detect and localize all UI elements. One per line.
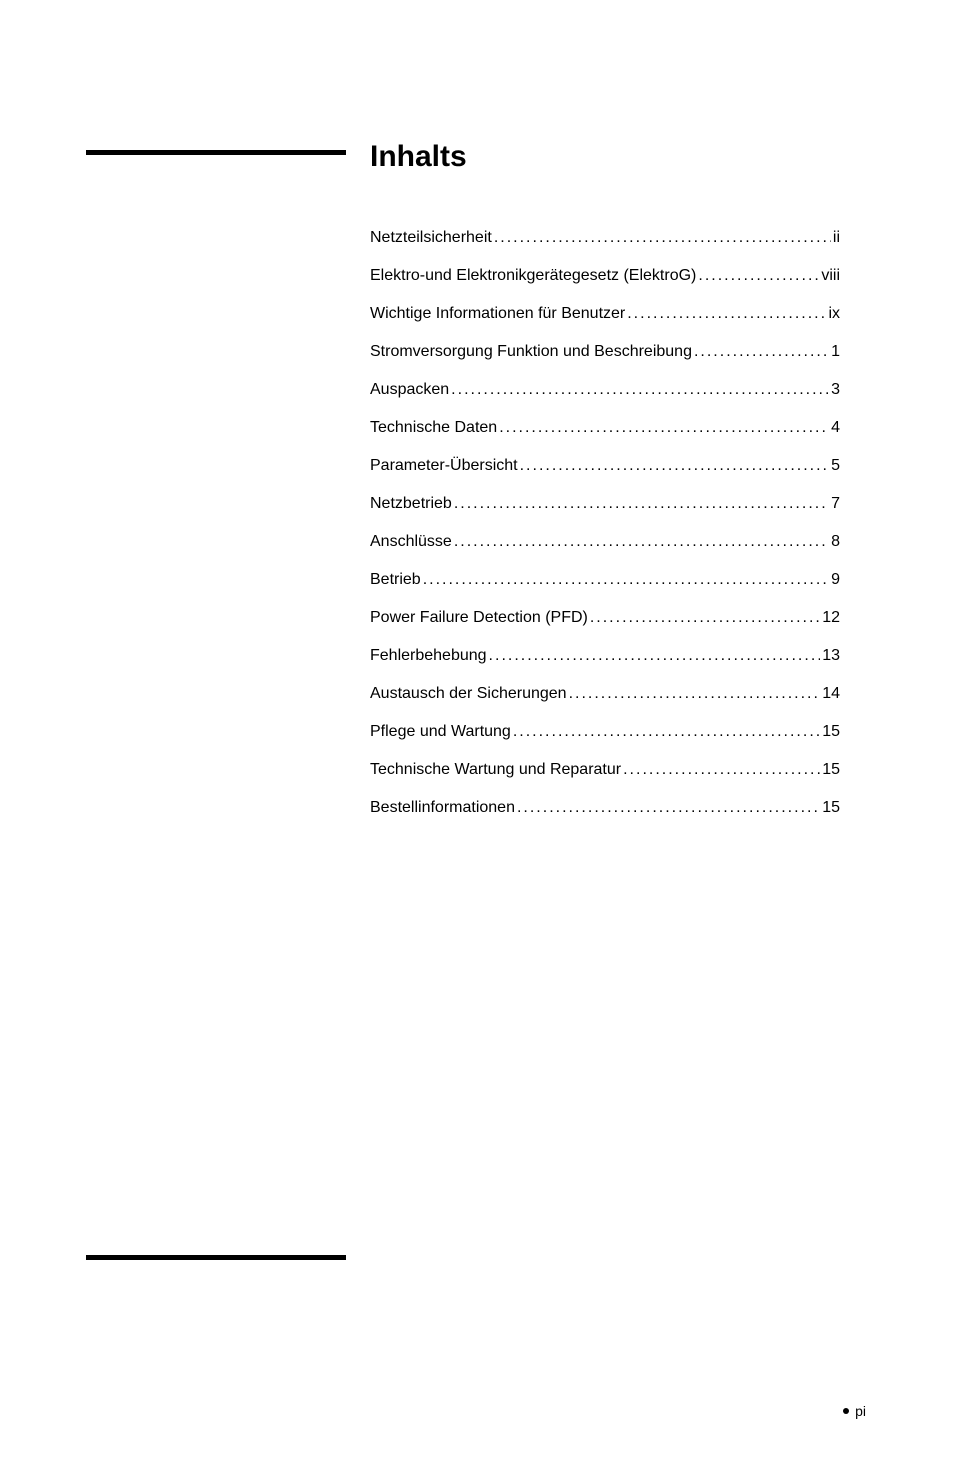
toc-entry-page: 15 <box>820 762 840 778</box>
toc-leader-dots <box>452 496 829 512</box>
page-footer: pi <box>843 1403 866 1419</box>
toc-leader-dots <box>449 382 829 398</box>
top-horizontal-rule <box>86 150 346 155</box>
toc-entry-label: Bestellinformationen <box>370 800 515 816</box>
toc-entry-page: ix <box>826 306 840 322</box>
toc-entry-label: Anschlüsse <box>370 534 452 550</box>
toc-row: Technische Wartung und Reparatur 15 <box>370 762 840 778</box>
toc-entry-label: Auspacken <box>370 382 449 398</box>
toc-entry-label: Elektro-und Elektronikgerätegesetz (Elek… <box>370 268 696 284</box>
toc-entry-label: Wichtige Informationen für Benutzer <box>370 306 625 322</box>
toc-leader-dots <box>497 420 829 436</box>
toc-entry-label: Pflege und Wartung <box>370 724 511 740</box>
toc-row: Parameter-Übersicht 5 <box>370 458 840 474</box>
toc-entry-page: 15 <box>820 724 840 740</box>
toc-row: Technische Daten 4 <box>370 420 840 436</box>
page-number: pi <box>855 1403 866 1419</box>
toc-entry-label: Fehlerbehebung <box>370 648 487 664</box>
toc-leader-dots <box>492 230 831 246</box>
toc-row: Wichtige Informationen für Benutzer ix <box>370 306 840 322</box>
toc-entry-label: Technische Daten <box>370 420 497 436</box>
toc-entry-page: 4 <box>829 420 840 436</box>
toc-entry-label: Betrieb <box>370 572 421 588</box>
page-title: Inhalts <box>370 140 467 174</box>
toc-entry-page: 7 <box>829 496 840 512</box>
toc-row: Anschlüsse 8 <box>370 534 840 550</box>
toc-leader-dots <box>487 648 821 664</box>
toc-leader-dots <box>452 534 829 550</box>
toc-row: Netzbetrieb 7 <box>370 496 840 512</box>
toc-row: Elektro-und Elektronikgerätegesetz (Elek… <box>370 268 840 284</box>
toc-leader-dots <box>621 762 820 778</box>
toc-entry-page: 8 <box>829 534 840 550</box>
toc-row: Fehlerbehebung 13 <box>370 648 840 664</box>
bullet-icon <box>843 1408 849 1414</box>
toc-entry-label: Netzbetrieb <box>370 496 452 512</box>
toc-row: Auspacken 3 <box>370 382 840 398</box>
toc-entry-label: Power Failure Detection (PFD) <box>370 610 588 626</box>
toc-row: Stromversorgung Funktion und Beschreibun… <box>370 344 840 360</box>
toc-row: Austausch der Sicherungen 14 <box>370 686 840 702</box>
toc-entry-label: Technische Wartung und Reparatur <box>370 762 621 778</box>
toc-entry-page: viii <box>819 268 840 284</box>
toc-entry-page: 1 <box>829 344 840 360</box>
toc-leader-dots <box>421 572 829 588</box>
toc-leader-dots <box>696 268 819 284</box>
toc-entry-page: 14 <box>820 686 840 702</box>
table-of-contents: Netzteilsicherheit ii Elektro-und Elektron… <box>370 230 840 838</box>
toc-entry-label: Austausch der Sicherungen <box>370 686 567 702</box>
toc-leader-dots <box>518 458 829 474</box>
toc-entry-page: 5 <box>829 458 840 474</box>
toc-row: Bestellinformationen 15 <box>370 800 840 816</box>
toc-entry-page: 13 <box>820 648 840 664</box>
toc-row: Pflege und Wartung 15 <box>370 724 840 740</box>
toc-row: Netzteilsicherheit ii <box>370 230 840 246</box>
toc-leader-dots <box>515 800 820 816</box>
toc-entry-page: 12 <box>820 610 840 626</box>
bottom-horizontal-rule <box>86 1255 346 1260</box>
toc-entry-label: Netzteilsicherheit <box>370 230 492 246</box>
toc-leader-dots <box>588 610 820 626</box>
toc-leader-dots <box>511 724 820 740</box>
toc-row: Betrieb 9 <box>370 572 840 588</box>
toc-leader-dots <box>567 686 821 702</box>
toc-entry-page: 15 <box>820 800 840 816</box>
toc-entry-page: 3 <box>829 382 840 398</box>
toc-leader-dots <box>625 306 826 322</box>
toc-leader-dots <box>692 344 829 360</box>
toc-entry-page: 9 <box>829 572 840 588</box>
toc-entry-label: Stromversorgung Funktion und Beschreibun… <box>370 344 692 360</box>
toc-entry-label: Parameter-Übersicht <box>370 458 518 474</box>
toc-row: Power Failure Detection (PFD) 12 <box>370 610 840 626</box>
page: Inhalts Netzteilsicherheit ii Elektro-und … <box>0 0 954 1475</box>
toc-entry-page: ii <box>831 230 840 246</box>
